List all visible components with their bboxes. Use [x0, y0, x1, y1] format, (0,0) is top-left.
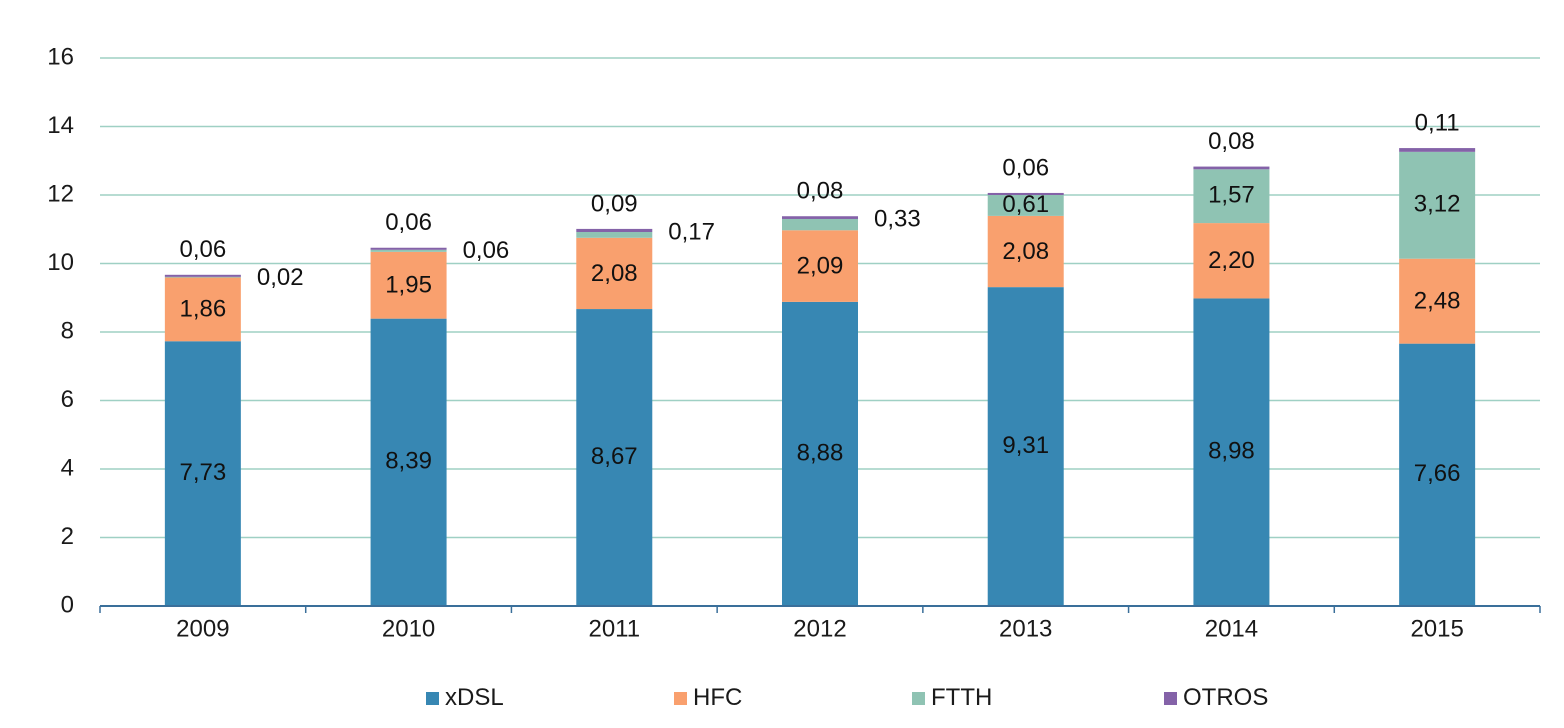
bar-ftth-2012	[782, 218, 858, 231]
bar-otros-2015	[1399, 148, 1476, 152]
legend-item-hfc: HFC	[674, 680, 742, 716]
stacked-bar-chart: 0 2 4 6 8 10 12 14 16 2009 2010 2011 2012 2013 2014 201…	[47, 43, 1541, 642]
x-tick-label: 2013	[999, 615, 1052, 642]
data-label-otros: 0,09	[591, 190, 638, 217]
data-label-ftth: 3,12	[1414, 191, 1461, 218]
bar-ftth-2009	[164, 276, 241, 278]
bar-otros-2013	[987, 192, 1064, 195]
bar-hfc-2009	[164, 277, 241, 342]
data-label-hfc: 2,08	[591, 260, 638, 287]
data-label-ftth: 0,61	[1002, 191, 1049, 218]
bar-otros-2009	[164, 274, 241, 277]
data-label-xdsl: 7,66	[1414, 460, 1461, 487]
x-tick-label: 2014	[1205, 615, 1258, 642]
data-label-xdsl: 8,67	[591, 443, 638, 470]
y-tick-label: 0	[61, 591, 74, 618]
y-tick-label: 10	[47, 249, 74, 276]
bar-ftth-2013	[987, 195, 1064, 216]
legend-item-ftth: FTTH	[912, 680, 992, 716]
data-label-hfc: 2,09	[797, 252, 844, 279]
y-tick-label: 14	[47, 112, 74, 139]
bar-xdsl-2015	[1399, 343, 1476, 606]
y-tick-label: 12	[47, 180, 74, 207]
data-label-hfc: 1,95	[385, 272, 432, 299]
data-label-otros: 0,06	[385, 209, 432, 236]
data-label-xdsl: 9,31	[1002, 432, 1049, 459]
data-label-hfc: 2,08	[1002, 238, 1049, 265]
data-label-xdsl: 7,73	[179, 459, 226, 486]
bar-hfc-2013	[987, 215, 1064, 288]
x-tick-label: 2010	[382, 615, 435, 642]
bar-ftth-2014	[1193, 169, 1270, 224]
legend-item-otros: OTROS	[1164, 680, 1268, 716]
x-tick-label: 2011	[588, 615, 640, 642]
y-tick-label: 6	[61, 386, 74, 413]
legend-swatch-xdsl	[426, 691, 439, 705]
bar-hfc-2012	[782, 230, 858, 302]
data-label-xdsl: 8,88	[797, 439, 844, 466]
data-label-hfc: 1,86	[179, 296, 226, 323]
bar-xdsl-2014	[1193, 298, 1270, 606]
data-label-ftth: 0,06	[463, 237, 510, 264]
legend-label-ftth: FTTH	[931, 684, 993, 711]
data-label-otros: 0,08	[797, 178, 844, 205]
data-label-ftth: 0,33	[874, 206, 921, 233]
data-label-otros: 0,06	[1002, 154, 1049, 181]
data-label-otros: 0,08	[1208, 128, 1255, 155]
bar-xdsl-2011	[576, 309, 653, 606]
bar-xdsl-2012	[782, 301, 858, 606]
bar-ftth-2010	[370, 249, 447, 252]
x-tick-label: 2012	[793, 615, 846, 642]
legend-label-hfc: HFC	[693, 684, 743, 711]
data-label-xdsl: 8,39	[385, 448, 432, 475]
bar-hfc-2015	[1399, 258, 1476, 344]
data-label-hfc: 2,48	[1414, 288, 1461, 315]
bar-otros-2012	[782, 216, 858, 219]
legend-swatch-otros	[1164, 691, 1177, 705]
bar-hfc-2014	[1193, 223, 1270, 299]
y-tick-label: 4	[61, 454, 74, 481]
bar-ftth-2015	[1399, 151, 1476, 259]
data-label-otros: 0,11	[1415, 109, 1460, 136]
data-label-otros: 0,06	[179, 236, 226, 263]
bar-xdsl-2013	[987, 287, 1064, 606]
bar-ftth-2011	[576, 231, 653, 238]
chart-legend: xDSL HFC FTTH OTROS	[0, 680, 1564, 720]
data-label-ftth: 0,02	[257, 264, 304, 291]
legend-label-otros: OTROS	[1183, 684, 1269, 711]
y-tick-label: 8	[61, 317, 74, 344]
data-label-xdsl: 8,98	[1208, 438, 1255, 465]
x-tick-label: 2009	[176, 615, 229, 642]
bar-otros-2010	[370, 247, 447, 250]
y-tick-label: 16	[47, 43, 74, 70]
data-label-ftth: 0,17	[668, 218, 715, 245]
y-tick-label: 2	[61, 523, 74, 550]
data-label-hfc: 2,20	[1208, 247, 1255, 274]
bar-hfc-2010	[370, 251, 447, 319]
bar-xdsl-2009	[164, 341, 241, 606]
legend-label-xdsl: xDSL	[445, 684, 504, 711]
bar-otros-2011	[576, 228, 653, 232]
legend-swatch-hfc	[674, 691, 687, 705]
bar-hfc-2011	[576, 237, 653, 310]
x-tick-label: 2015	[1410, 615, 1463, 642]
data-label-ftth: 1,57	[1208, 182, 1255, 209]
bar-xdsl-2010	[370, 318, 447, 606]
legend-swatch-ftth	[912, 691, 925, 705]
bar-otros-2014	[1193, 166, 1270, 170]
legend-item-xdsl: xDSL	[426, 680, 504, 716]
